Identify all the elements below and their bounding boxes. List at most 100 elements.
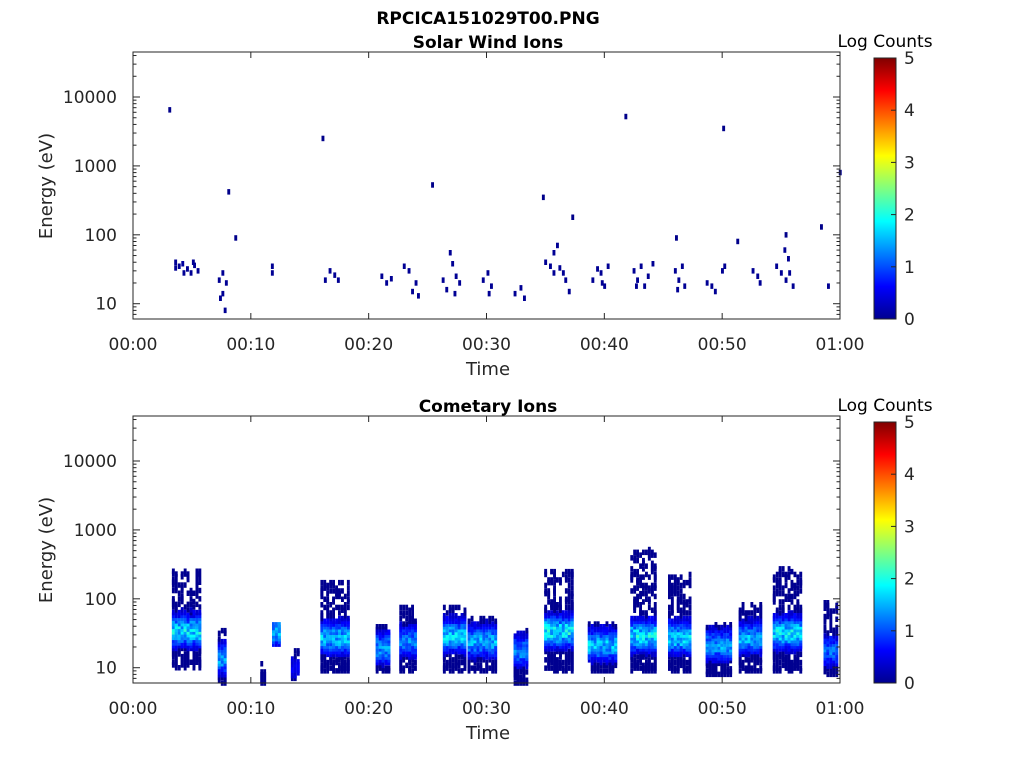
heatmap-cell [559,662,562,669]
heatmap-cell [332,659,335,666]
heatmap-cell [726,638,730,645]
heatmap-cell [636,277,639,283]
heatmap-cell [650,662,654,669]
heatmap-cell [171,609,175,616]
heatmap-cell [799,651,803,658]
heatmap-cell [411,640,414,647]
heatmap-cell [198,665,202,671]
heatmap-cell [590,662,594,669]
heatmap-cell [476,637,480,644]
heatmap-cell [564,568,568,575]
heatmap-cell [457,604,461,611]
heatmap-cell [320,579,324,586]
heatmap-cell [679,657,683,663]
heatmap-cell [570,665,574,671]
heatmap-cell [177,651,181,657]
heatmap-cell [829,638,833,645]
heatmap-cell [189,612,193,619]
heatmap-cell [561,659,565,666]
heatmap-cell [516,652,520,659]
heatmap-cell [826,649,830,656]
heatmap-cell [378,665,382,671]
heatmap-cell [720,657,724,664]
heatmap-cell [647,640,651,647]
heatmap-cell [708,638,712,645]
heatmap-cell [823,605,827,611]
heatmap-cell [346,626,350,633]
heatmap-cell [296,659,300,665]
heatmap-cell [744,640,748,647]
heatmap-cell [590,640,594,647]
heatmap-cell [708,644,712,650]
heatmap-cell [747,646,751,652]
heatmap-cell [744,637,748,644]
heatmap-cell [553,613,556,619]
heatmap-cell [335,646,338,652]
heatmap-cell [729,655,733,661]
heatmap-cell [636,552,639,558]
heatmap-cell [679,574,683,580]
heatmap-cell [705,668,709,675]
heatmap-cell [778,632,782,638]
heatmap-cell [550,599,553,605]
heatmap-cell [647,549,651,556]
heatmap-cell [653,563,657,569]
heatmap-cell [778,590,782,597]
heatmap-cell [711,633,715,639]
heatmap-cell [195,659,199,665]
heatmap-cell [375,662,379,669]
heatmap-cell [738,662,742,669]
x-tick-label: 00:40 [580,699,629,719]
heatmap-cell [645,646,648,652]
heatmap-cell [784,571,788,578]
heatmap-cell [553,596,556,602]
heatmap-cell [442,632,446,638]
heatmap-cell [835,655,839,661]
heatmap-cell [778,571,782,578]
heatmap-cell [688,657,692,663]
heatmap-cell [636,640,639,647]
heatmap-cell [335,593,338,600]
heatmap-cell [796,574,800,580]
heatmap-cell [832,633,836,639]
heatmap-cell [476,657,480,663]
heatmap-cell [744,626,748,633]
heatmap-cell [645,621,648,627]
heatmap-cell [679,582,683,589]
heatmap-cell [772,640,776,647]
heatmap-cell [827,283,830,289]
heatmap-cell [553,665,556,671]
heatmap-cell [650,637,654,644]
heatmap-cell [645,563,648,569]
heatmap-cell [556,610,559,616]
heatmap-cell [460,621,464,627]
heatmap-cell [793,590,797,597]
heatmap-cell [741,607,745,613]
heatmap-cell [553,579,556,586]
heatmap-cell [799,577,803,583]
heatmap-cell [525,669,529,675]
heatmap-cell [790,662,794,669]
heatmap-cell [642,610,645,616]
heatmap-cell [781,640,785,647]
heatmap-cell [744,615,748,622]
heatmap-cell [633,637,637,644]
heatmap-cell [217,672,221,678]
heatmap-cell [217,277,221,283]
heatmap-cell [564,637,568,644]
heatmap-cell [639,665,642,671]
heatmap-cell [519,652,523,659]
heatmap-cell [547,593,551,600]
heatmap-cell [195,571,199,577]
heatmap-cell [168,107,172,113]
heatmap-cell [195,615,199,621]
heatmap-cell [673,637,677,644]
heatmap-cell [753,632,757,638]
heatmap-cell [473,637,477,644]
heatmap-cell [630,621,634,627]
heatmap-cell [738,640,742,647]
heatmap-cell [332,579,335,586]
heatmap-cell [414,640,417,647]
heatmap-cell [384,632,388,638]
heatmap-cell [192,620,196,627]
